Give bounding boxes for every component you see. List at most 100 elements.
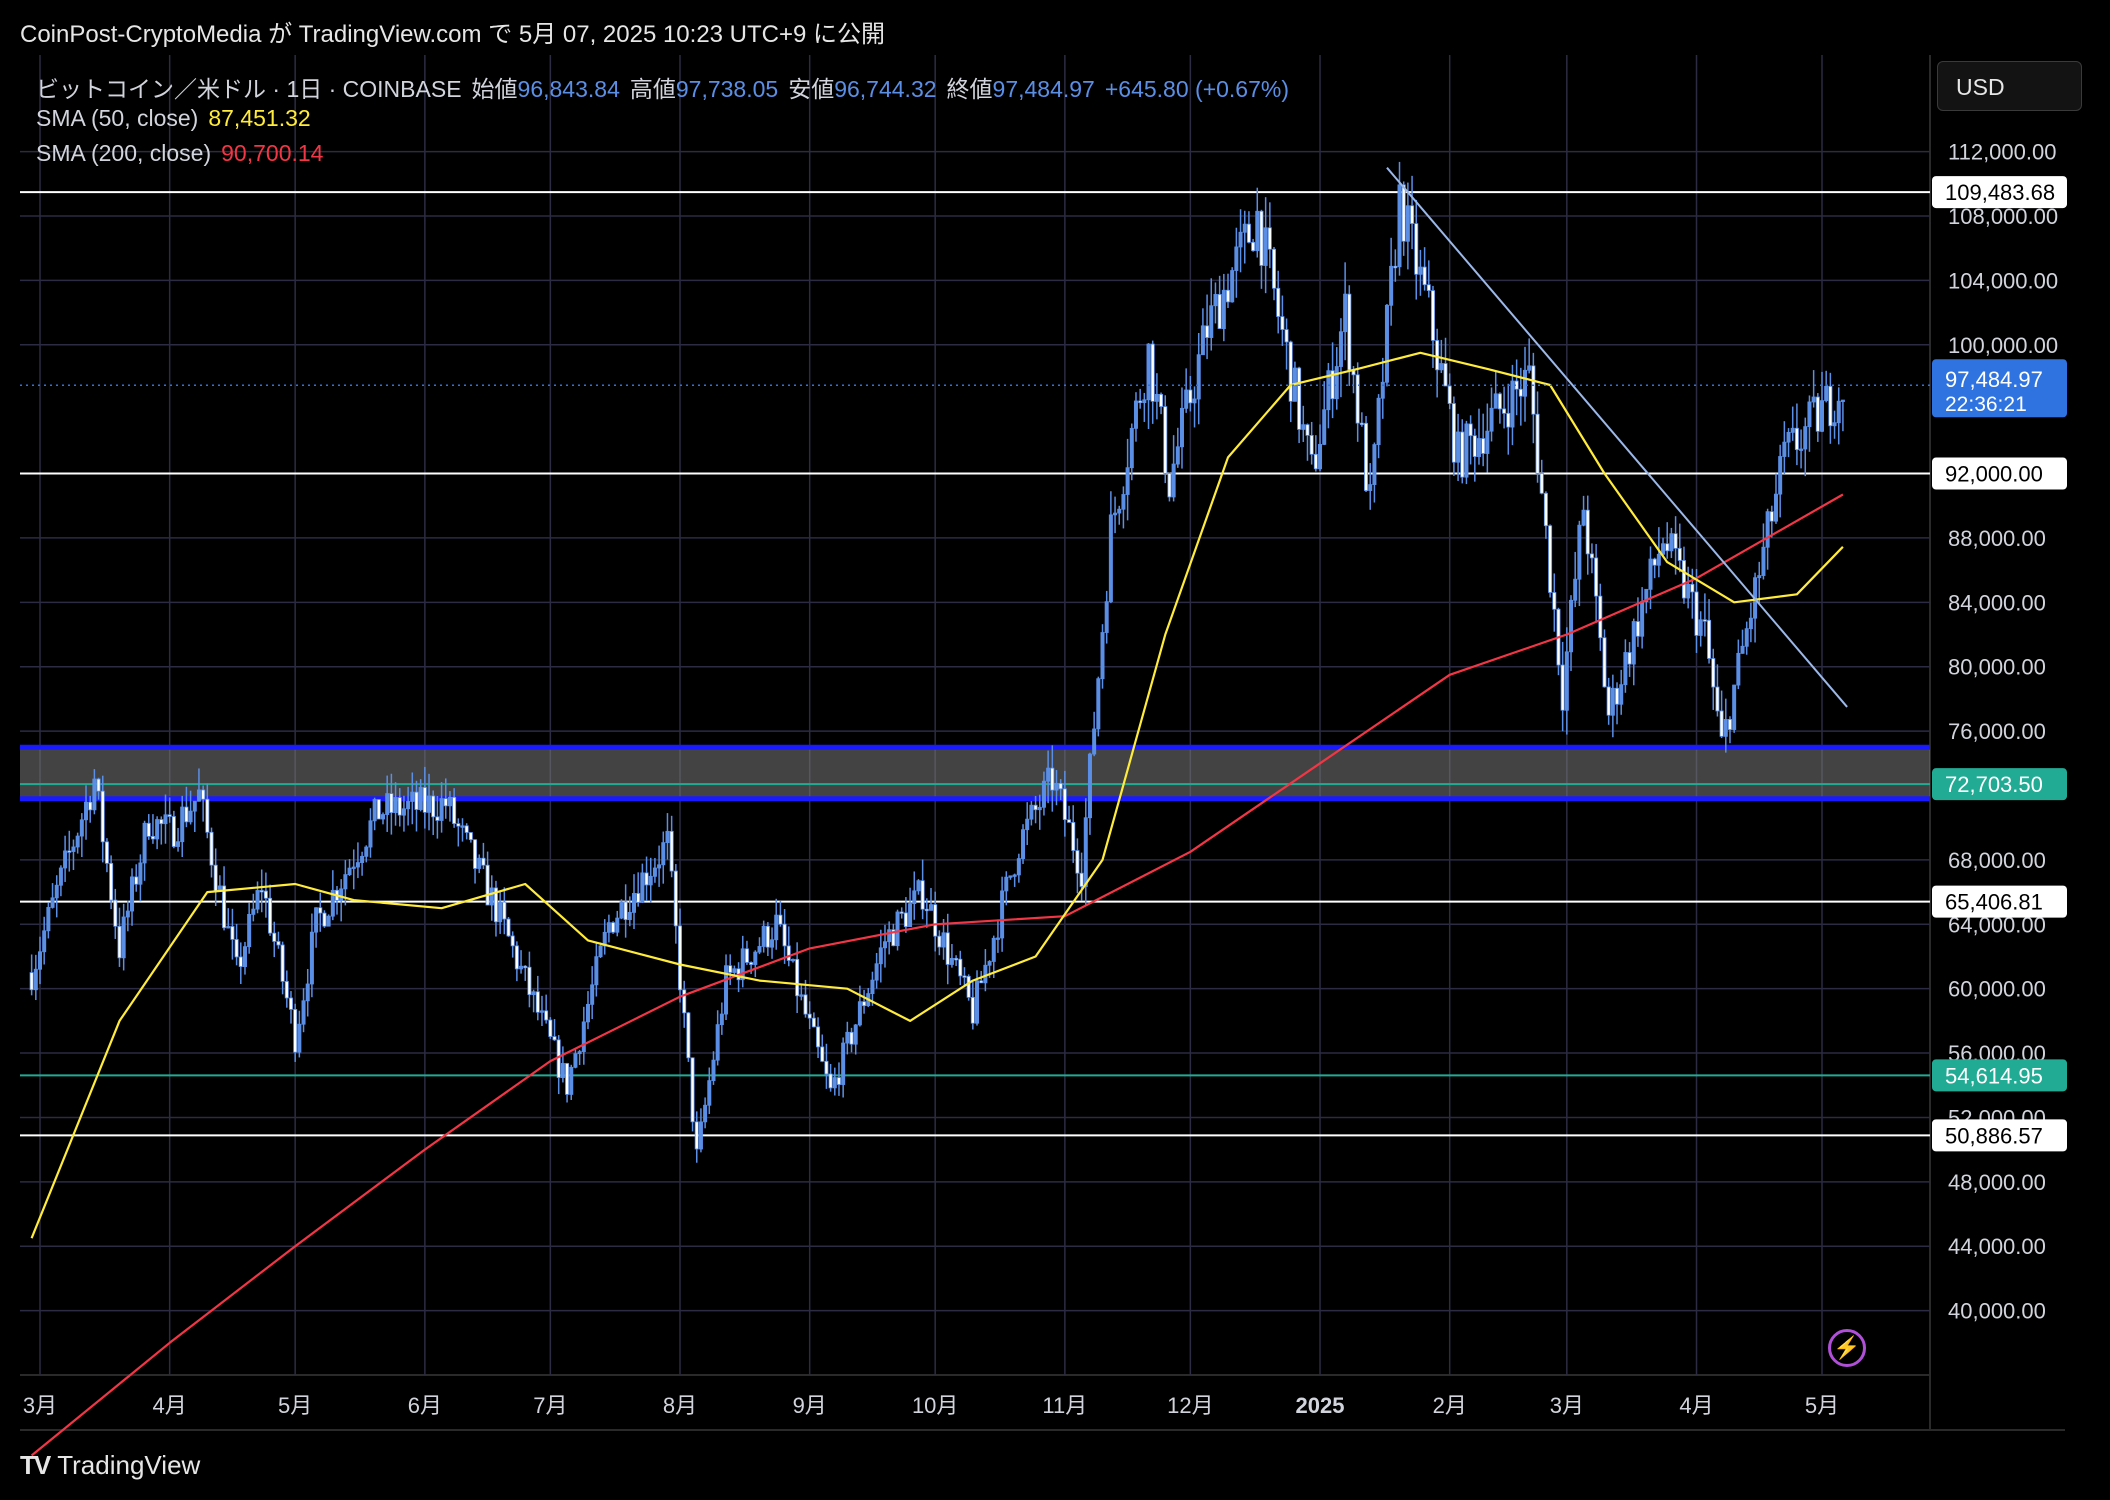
candle-body — [912, 890, 917, 905]
candle-body — [544, 1010, 549, 1021]
candle-body — [130, 876, 135, 912]
y-tick-label: 44,000.00 — [1948, 1234, 2046, 1259]
candle-body — [644, 872, 649, 886]
low-label: 安値 — [788, 76, 835, 102]
candle-body — [58, 867, 63, 886]
candles[interactable] — [29, 161, 1845, 1163]
candle-body — [1205, 325, 1210, 338]
candle-body — [979, 980, 984, 984]
last-price-label: 97,484.97 — [1945, 367, 2043, 392]
candle-body — [1669, 533, 1674, 552]
candle-body — [715, 1024, 720, 1061]
candle-body — [54, 884, 59, 899]
candle-body — [456, 823, 461, 827]
candle-body — [226, 926, 231, 929]
candle-body — [1539, 472, 1544, 494]
x-tick-label: 3月 — [23, 1393, 57, 1418]
candle-body — [1510, 380, 1515, 428]
candle-body — [527, 966, 532, 996]
candle-body — [1008, 875, 1013, 878]
level-label-box[interactable] — [1932, 768, 2067, 801]
sma50-legend[interactable]: SMA (50, close) 87,451.32 — [36, 105, 321, 132]
lightning-icon[interactable]: ⚡ — [1828, 1329, 1866, 1367]
candle-body — [381, 814, 386, 820]
candle-body — [1179, 407, 1184, 448]
candle-body — [711, 1059, 716, 1082]
candle-body — [1640, 601, 1645, 637]
candle-body — [1058, 782, 1063, 790]
candle-body — [314, 907, 319, 933]
last-price-label-box[interactable] — [1932, 359, 2067, 418]
symbol-title[interactable]: ビットコイン／米ドル · 1日 · COINBASE — [36, 76, 462, 102]
candle-body — [385, 793, 390, 815]
candle-body — [389, 793, 394, 814]
candle-body — [1125, 467, 1130, 495]
level-label-box[interactable] — [1932, 457, 2067, 490]
candle-body — [623, 901, 628, 921]
candle-body — [322, 912, 327, 927]
candle-body — [1347, 293, 1352, 371]
level-label-box[interactable] — [1932, 885, 2067, 918]
candle-body — [556, 1039, 561, 1078]
brand-name: TradingView — [57, 1450, 201, 1480]
descending-trendline[interactable] — [1386, 167, 1848, 708]
resistance-zone[interactable] — [20, 747, 1930, 799]
candle-body — [1589, 553, 1594, 559]
sma50-line[interactable] — [30, 351, 1844, 1239]
candle-body — [1702, 619, 1707, 622]
open-label: 始値 — [471, 76, 518, 102]
candle-body — [355, 862, 360, 868]
candle-body — [778, 914, 783, 925]
candle-body — [803, 994, 808, 1015]
candle-body — [293, 1009, 298, 1053]
candle-body — [1598, 595, 1603, 639]
candle-body — [724, 965, 729, 1015]
y-tick-label: 100,000.00 — [1948, 333, 2058, 358]
candle-body — [502, 901, 507, 920]
level-label-box[interactable] — [1932, 176, 2067, 209]
candle-body — [1242, 223, 1247, 233]
candle-body — [1573, 578, 1578, 601]
candle-body — [1707, 619, 1712, 659]
candle-body — [1736, 652, 1741, 686]
candle-body — [1041, 780, 1046, 808]
candle-body — [1485, 430, 1490, 454]
candle-body — [1104, 601, 1109, 633]
candle-body — [895, 911, 900, 947]
x-tick-label: 11月 — [1042, 1393, 1087, 1418]
candle-body — [1435, 340, 1440, 371]
candle-body — [155, 819, 160, 840]
level-label-box[interactable] — [1932, 1119, 2067, 1152]
candle-body — [1355, 374, 1360, 424]
high-label: 高値 — [629, 76, 676, 102]
sma200-line[interactable] — [30, 493, 1844, 1457]
candle-body — [1364, 422, 1369, 491]
currency-selector[interactable]: USD — [1937, 61, 2082, 111]
candle-body — [339, 888, 344, 901]
candle-body — [489, 887, 494, 906]
candle-body — [1665, 543, 1670, 552]
candle-body — [836, 1077, 841, 1085]
candle-body — [795, 958, 800, 997]
candle-body — [1719, 710, 1724, 737]
level-label: 92,000.00 — [1945, 462, 2043, 487]
y-tick-label: 88,000.00 — [1948, 526, 2046, 551]
candle-body — [1359, 422, 1364, 426]
candle-body — [845, 1031, 850, 1044]
candle-body — [611, 922, 616, 933]
candle-body — [548, 1019, 553, 1037]
sma200-legend[interactable]: SMA (200, close) 90,700.14 — [36, 140, 333, 167]
candle-body — [1092, 728, 1097, 755]
plot-area[interactable] — [20, 55, 1930, 1375]
x-tick-label: 9月 — [793, 1393, 827, 1418]
level-label-box[interactable] — [1932, 1059, 2067, 1092]
y-tick-label: 68,000.00 — [1948, 848, 2046, 873]
candle-body — [1146, 343, 1151, 401]
candle-body — [263, 890, 268, 899]
x-tick-label: 3月 — [1550, 1393, 1584, 1418]
level-label: 109,483.68 — [1945, 180, 2055, 205]
candle-body — [372, 799, 377, 822]
candle-body — [1615, 687, 1620, 705]
candle-body — [1820, 400, 1825, 432]
